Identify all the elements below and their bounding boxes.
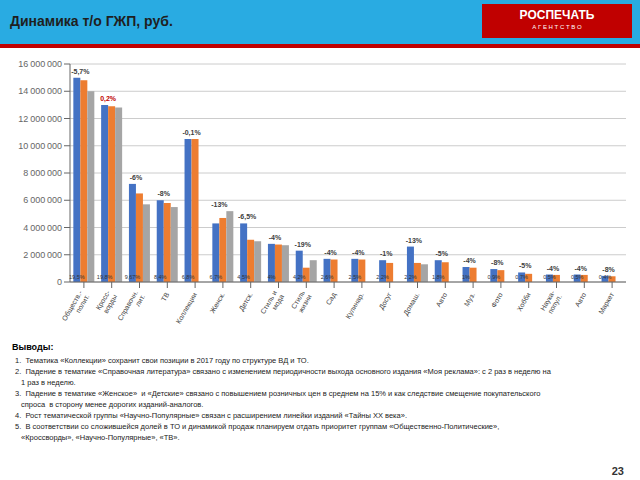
svg-text:-6%: -6% bbox=[130, 174, 143, 181]
html-text:А Г Е Н Т С Т В О: А Г Е Н Т С Т В О bbox=[532, 24, 582, 30]
svg-text:2,2%: 2,2% bbox=[376, 274, 389, 280]
svg-text:0,7%: 0,7% bbox=[515, 274, 528, 280]
html-text:Динамика т/о ГЖП, руб.: Динамика т/о ГЖП, руб. bbox=[10, 13, 173, 29]
svg-text:-8%: -8% bbox=[158, 190, 171, 197]
svg-text:Авто: Авто bbox=[574, 291, 588, 308]
svg-text:-4%: -4% bbox=[269, 234, 282, 241]
html-text:3. Падение в тематике «Женское: 3. Падение в тематике «Женское» и «Детск… bbox=[15, 389, 541, 398]
svg-text:Авто: Авто bbox=[435, 291, 449, 308]
svg-text:4%: 4% bbox=[267, 274, 275, 280]
svg-text:Женск.: Женск. bbox=[209, 291, 226, 314]
svg-text:16 000 000: 16 000 000 bbox=[18, 59, 62, 69]
svg-text:6,7%: 6,7% bbox=[210, 274, 223, 280]
svg-text:Детск.: Детск. bbox=[238, 291, 255, 312]
svg-text:Коллекции: Коллекции bbox=[175, 291, 199, 325]
svg-text:1,8%: 1,8% bbox=[432, 274, 445, 280]
svg-text:Кросс-ворды: Кросс-ворды bbox=[95, 289, 120, 316]
svg-text:-0,1%: -0,1% bbox=[182, 129, 201, 137]
svg-text:Фото: Фото bbox=[490, 291, 504, 309]
svg-text:4 000 000: 4 000 000 bbox=[23, 223, 62, 233]
svg-text:Стиль имода: Стиль имода bbox=[259, 289, 286, 319]
svg-text:6 000 000: 6 000 000 bbox=[23, 195, 62, 205]
svg-text:4,2%: 4,2% bbox=[293, 274, 306, 280]
svg-text:19,8%: 19,8% bbox=[97, 274, 113, 280]
svg-text:-5%: -5% bbox=[436, 250, 449, 257]
svg-text:-13%: -13% bbox=[406, 237, 423, 244]
svg-text:14 000 000: 14 000 000 bbox=[18, 86, 62, 96]
html-text:Выводы:: Выводы: bbox=[12, 342, 54, 352]
svg-text:Стильжизни: Стильжизни bbox=[290, 289, 313, 314]
svg-text:Домаш.: Домаш. bbox=[402, 291, 421, 317]
svg-text:-4%: -4% bbox=[575, 265, 588, 272]
svg-text:8,4%: 8,4% bbox=[154, 274, 167, 280]
svg-text:0,5%: 0,5% bbox=[571, 274, 584, 280]
svg-text:-4%: -4% bbox=[463, 257, 476, 264]
svg-text:2,5%: 2,5% bbox=[349, 274, 362, 280]
svg-text:2,2%: 2,2% bbox=[404, 274, 417, 280]
svg-text:0,5%: 0,5% bbox=[543, 274, 556, 280]
svg-text:-4%: -4% bbox=[324, 249, 337, 256]
html-text:4. Рост тематической группы «Н: 4. Рост тематической группы «Научно-Попу… bbox=[15, 411, 407, 420]
html-text:1 раз в неделю.: 1 раз в неделю. bbox=[21, 378, 76, 387]
svg-text:-4%: -4% bbox=[547, 265, 560, 272]
svg-text:0: 0 bbox=[57, 277, 62, 287]
svg-text:Наука-попул.: Наука-попул. bbox=[539, 289, 564, 316]
svg-text:19,5%: 19,5% bbox=[69, 274, 85, 280]
svg-text:8 000 000: 8 000 000 bbox=[23, 168, 62, 178]
svg-text:9,67%: 9,67% bbox=[125, 274, 141, 280]
svg-text:0,9%: 0,9% bbox=[488, 274, 501, 280]
svg-text:-5,7%: -5,7% bbox=[71, 68, 90, 76]
svg-text:12 000 000: 12 000 000 bbox=[18, 114, 62, 124]
svg-text:0,4%: 0,4% bbox=[599, 274, 612, 280]
html-text:спроса в сторону менее дорогих: спроса в сторону менее дорогих изданий-а… bbox=[21, 400, 204, 409]
svg-text:Маркет: Маркет bbox=[597, 291, 616, 316]
svg-text:-5%: -5% bbox=[519, 262, 532, 269]
svg-text:10 000 000: 10 000 000 bbox=[18, 141, 62, 151]
svg-text:-1%: -1% bbox=[380, 250, 393, 257]
svg-text:-8%: -8% bbox=[491, 259, 504, 266]
svg-text:Кулинар.: Кулинар. bbox=[344, 291, 365, 320]
html-text:1. Тематика «Коллекции» сохран: 1. Тематика «Коллекции» сохранит свои по… bbox=[15, 356, 309, 365]
svg-text:Муз.: Муз. bbox=[463, 291, 477, 308]
svg-text:1%: 1% bbox=[462, 274, 470, 280]
svg-text:4,5%: 4,5% bbox=[237, 274, 250, 280]
svg-text:6,8%: 6,8% bbox=[182, 274, 195, 280]
html-text:«Кроссворды», «Научно-Популярн: «Кроссворды», «Научно-Популярные», «ТВ». bbox=[21, 433, 180, 442]
svg-text:-8%: -8% bbox=[602, 266, 615, 273]
svg-text:ТВ: ТВ bbox=[160, 291, 171, 303]
html-text:5. В соответствии со сложившей: 5. В соответствии со сложившейся долей в… bbox=[15, 422, 500, 431]
svg-text:Сад: Сад bbox=[325, 291, 338, 306]
svg-text:-13%: -13% bbox=[211, 201, 228, 208]
svg-text:0,2%: 0,2% bbox=[100, 95, 117, 103]
html-text:23: 23 bbox=[611, 465, 624, 477]
svg-text:-4%: -4% bbox=[352, 249, 365, 256]
svg-text:Обществ.-полит.: Обществ.-полит. bbox=[61, 289, 91, 326]
svg-text:Справочн.лит.: Справочн.лит. bbox=[116, 289, 146, 326]
svg-text:2 000 000: 2 000 000 bbox=[23, 250, 62, 260]
html-text:РОСПЕЧАТЬ: РОСПЕЧАТЬ bbox=[519, 8, 595, 22]
svg-text:-19%: -19% bbox=[295, 241, 312, 248]
svg-text:2,6%: 2,6% bbox=[321, 274, 334, 280]
html-text:2. Падение в тематике «Справоч: 2. Падение в тематике «Справочная литера… bbox=[15, 367, 551, 376]
svg-text:-6,5%: -6,5% bbox=[238, 213, 257, 221]
svg-text:Досуг: Досуг bbox=[378, 291, 394, 311]
svg-text:Хобби: Хобби bbox=[515, 291, 531, 312]
